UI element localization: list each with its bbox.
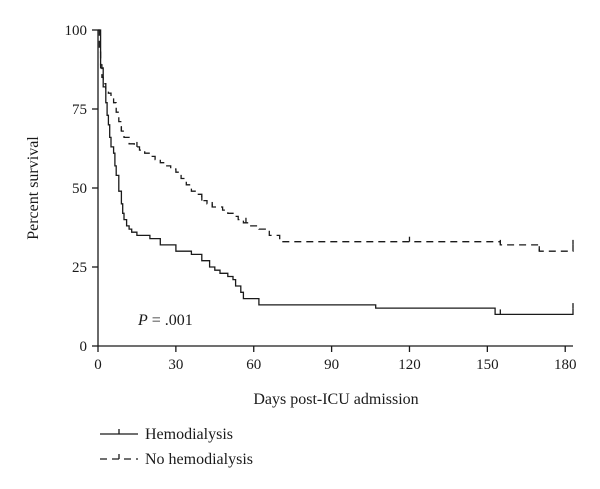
x-tick-label: 150 bbox=[476, 357, 499, 373]
x-tick-label: 0 bbox=[94, 357, 102, 373]
series-line-0 bbox=[98, 29, 574, 316]
p-symbol: P bbox=[137, 312, 148, 329]
y-axis-label: Percent survival bbox=[25, 136, 42, 240]
x-tick-label: 180 bbox=[554, 357, 577, 373]
x-tick-label: 30 bbox=[168, 357, 183, 373]
axes bbox=[97, 30, 573, 347]
x-axis-label: Days post-ICU admission bbox=[253, 391, 418, 408]
y-tick-label: 75 bbox=[72, 102, 87, 118]
ticks: 0 25 50 75 100 0 30 60 90 120 150 180 bbox=[65, 23, 577, 373]
y-tick-label: 100 bbox=[65, 23, 88, 39]
legend-item-hemodialysis: Hemodialysis bbox=[100, 426, 233, 443]
series-line-1 bbox=[98, 29, 574, 252]
p-value-annotation: P = .001 bbox=[137, 312, 193, 329]
x-tick-label: 60 bbox=[246, 357, 261, 373]
x-tick-label: 120 bbox=[398, 357, 421, 373]
y-tick-label: 0 bbox=[80, 339, 88, 355]
series-layer bbox=[98, 29, 574, 316]
y-tick-label: 25 bbox=[72, 260, 87, 276]
p-value: = .001 bbox=[148, 312, 193, 329]
legend-label-no-hemodialysis: No hemodialysis bbox=[145, 451, 253, 468]
legend-item-no-hemodialysis: No hemodialysis bbox=[100, 451, 253, 468]
x-tick-label: 90 bbox=[324, 357, 339, 373]
legend: Hemodialysis No hemodialysis bbox=[100, 426, 253, 468]
legend-label-hemodialysis: Hemodialysis bbox=[145, 426, 233, 443]
y-tick-label: 50 bbox=[72, 181, 87, 197]
